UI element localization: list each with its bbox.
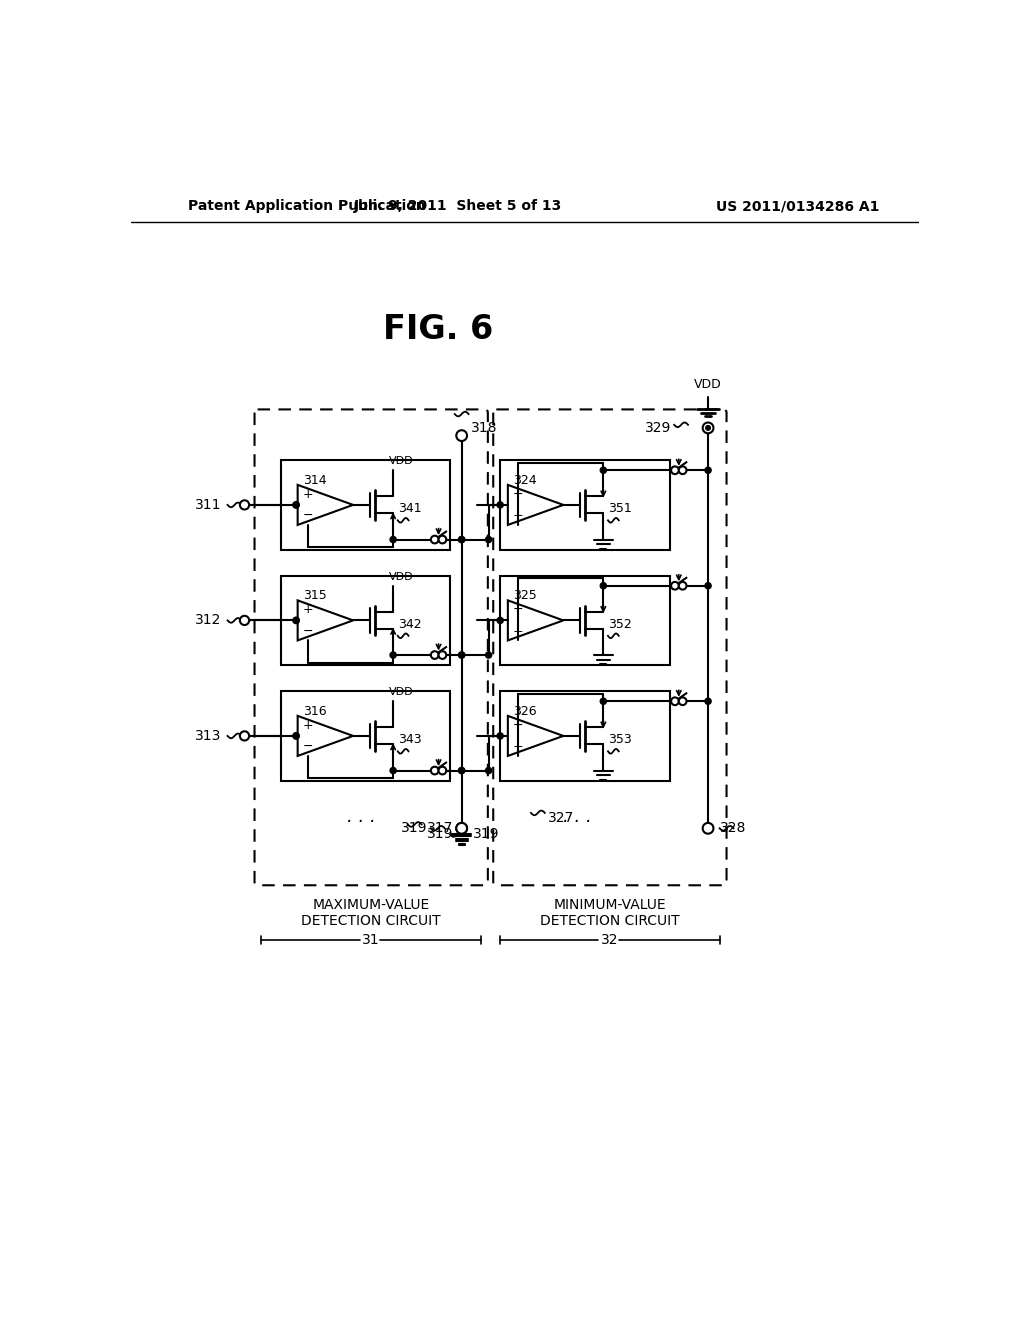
Text: 343: 343 (397, 733, 421, 746)
Text: −: − (302, 741, 313, 754)
Text: VDD: VDD (389, 572, 414, 582)
Text: Patent Application Publication: Patent Application Publication (188, 199, 426, 213)
Text: . . .: . . . (563, 808, 592, 826)
Text: . . .: . . . (347, 808, 376, 826)
Circle shape (457, 430, 467, 441)
Circle shape (679, 582, 686, 590)
Circle shape (702, 422, 714, 433)
Text: +: + (513, 624, 523, 638)
Circle shape (390, 652, 396, 659)
Text: Jun. 9, 2011  Sheet 5 of 13: Jun. 9, 2011 Sheet 5 of 13 (353, 199, 562, 213)
Text: 311: 311 (195, 498, 221, 512)
Circle shape (431, 651, 438, 659)
Text: 325: 325 (513, 589, 537, 602)
Circle shape (293, 618, 299, 623)
Circle shape (485, 652, 492, 659)
Circle shape (485, 536, 492, 543)
Circle shape (600, 582, 606, 589)
Circle shape (457, 822, 467, 834)
Text: +: + (513, 510, 523, 523)
Text: 31: 31 (362, 933, 380, 946)
Circle shape (679, 466, 686, 474)
Circle shape (459, 652, 465, 659)
Text: 328: 328 (720, 821, 746, 836)
Text: 324: 324 (513, 474, 537, 487)
Text: 341: 341 (397, 502, 421, 515)
Text: −: − (513, 487, 523, 500)
Text: −: − (513, 603, 523, 616)
Text: MAXIMUM-VALUE
DETECTION CIRCUIT: MAXIMUM-VALUE DETECTION CIRCUIT (301, 898, 441, 928)
Text: −: − (513, 718, 523, 731)
Text: +: + (302, 603, 313, 616)
Circle shape (705, 582, 711, 589)
Text: 319: 319 (427, 828, 454, 841)
Circle shape (600, 698, 606, 705)
Circle shape (240, 500, 249, 510)
Circle shape (431, 536, 438, 544)
Text: 315: 315 (303, 589, 327, 602)
Text: +: + (302, 487, 313, 500)
Circle shape (293, 502, 299, 508)
Circle shape (671, 697, 679, 705)
Circle shape (438, 536, 446, 544)
Circle shape (485, 767, 492, 774)
Text: −: − (302, 510, 313, 523)
Circle shape (460, 826, 464, 830)
Text: US 2011/0134286 A1: US 2011/0134286 A1 (716, 199, 880, 213)
Circle shape (459, 767, 465, 774)
Circle shape (293, 733, 299, 739)
Circle shape (671, 466, 679, 474)
Text: −: − (302, 624, 313, 638)
Circle shape (438, 651, 446, 659)
Text: 32: 32 (601, 933, 618, 946)
Circle shape (431, 767, 438, 775)
Text: 353: 353 (608, 733, 632, 746)
Text: FIG. 6: FIG. 6 (383, 313, 494, 346)
Text: 351: 351 (608, 502, 632, 515)
Circle shape (459, 536, 465, 543)
Circle shape (702, 822, 714, 834)
Text: MINIMUM-VALUE
DETECTION CIRCUIT: MINIMUM-VALUE DETECTION CIRCUIT (540, 898, 680, 928)
Circle shape (390, 767, 396, 774)
Text: VDD: VDD (389, 457, 414, 466)
Circle shape (293, 733, 299, 739)
Circle shape (293, 618, 299, 623)
Text: 316: 316 (303, 705, 327, 718)
Circle shape (679, 697, 686, 705)
Circle shape (497, 618, 503, 623)
Text: 318: 318 (471, 421, 498, 434)
Text: 342: 342 (397, 618, 421, 631)
Circle shape (293, 502, 299, 508)
Text: 329: 329 (645, 421, 671, 434)
Text: +: + (513, 741, 523, 754)
Text: VDD: VDD (694, 378, 722, 391)
Circle shape (705, 467, 711, 474)
Circle shape (390, 536, 396, 543)
Text: 319: 319 (400, 821, 427, 836)
Circle shape (438, 767, 446, 775)
Text: 352: 352 (608, 618, 632, 631)
Text: VDD: VDD (389, 688, 414, 697)
Text: 313: 313 (195, 729, 221, 743)
Circle shape (497, 502, 503, 508)
Text: 314: 314 (303, 474, 327, 487)
Text: 319: 319 (473, 828, 500, 841)
Circle shape (240, 731, 249, 741)
Circle shape (240, 615, 249, 626)
Circle shape (706, 425, 711, 430)
Circle shape (459, 536, 465, 543)
Circle shape (497, 733, 503, 739)
Text: 327: 327 (548, 812, 574, 825)
Circle shape (457, 822, 467, 834)
Text: 312: 312 (195, 614, 221, 627)
Text: 317: 317 (427, 821, 454, 836)
Circle shape (459, 652, 465, 659)
Text: 326: 326 (513, 705, 537, 718)
Circle shape (705, 698, 711, 705)
Circle shape (671, 582, 679, 590)
Text: +: + (302, 718, 313, 731)
Circle shape (459, 767, 465, 774)
Circle shape (600, 467, 606, 474)
